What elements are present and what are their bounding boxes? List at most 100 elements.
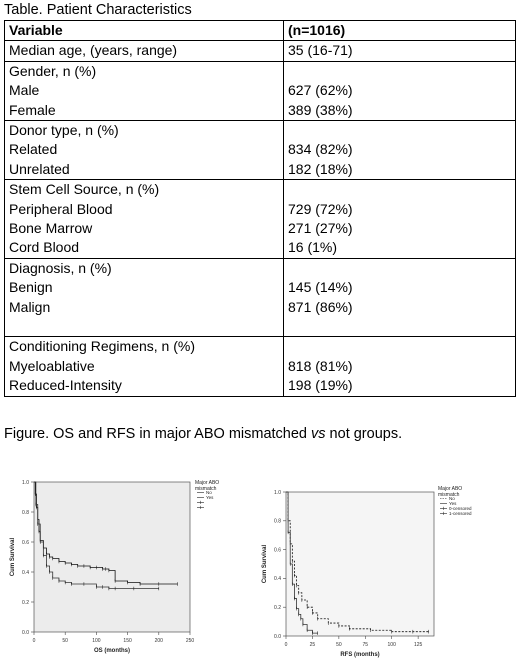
rfs-survival-chart: 0 25 50 75 100 125 0.0 0.2 0.4 0.6 0.8 1.0 RFS (mont… <box>262 486 472 658</box>
legend-item: No <box>206 490 212 495</box>
figure-caption: Figure. OS and RFS in major ABO mismatch… <box>4 426 402 443</box>
y-tick-label: 0.4 <box>274 576 281 582</box>
variable-label: Bone Marrow <box>9 220 93 237</box>
x-tick-label: 150 <box>123 638 132 644</box>
series-line-yes <box>34 481 159 589</box>
x-axis-label: RFS (months) <box>340 652 379 658</box>
variable-cell: Median age, (years, range) <box>4 40 284 62</box>
y-tick-label: 0.8 <box>22 510 29 516</box>
table-row: Stem Cell Source, n (%) Peripheral Blood B… <box>4 179 516 259</box>
variable-label: Reduced-Intensity <box>9 377 122 394</box>
variable-label: Stem Cell Source, n (%) <box>9 181 160 198</box>
x-tick-label: 0 <box>285 642 288 648</box>
y-tick-label: 0.0 <box>274 634 281 640</box>
table-row: Gender, n (%) Male Female 627 (62%) 389 (38%… <box>4 60 516 122</box>
x-tick-label: 100 <box>388 642 397 648</box>
legend-title: mismatch <box>195 486 217 492</box>
x-tick-label: 100 <box>92 638 101 644</box>
variable-cell: Diagnosis, n (%) Benign Malign <box>4 257 284 338</box>
value-text <box>288 180 511 199</box>
x-tick-label: 75 <box>363 642 369 648</box>
os-survival-chart: 0 50 100 150 200 250 0.0 0.2 0.4 0.6 0.8 1.0 OS (mon… <box>10 480 219 654</box>
figure-caption-em: vs <box>311 426 326 442</box>
table-row: Median age, (years, range) 35 (16-71) <box>4 40 516 62</box>
header-variable: Variable <box>4 19 284 42</box>
y-tick-label: 0.2 <box>22 600 29 606</box>
legend-item: Yes <box>206 495 214 500</box>
variable-label: Conditioning Regimens, n (%) <box>9 338 195 355</box>
value-text <box>288 317 511 336</box>
value-text: 145 (14%) <box>288 279 353 296</box>
y-tick-label: 0.6 <box>22 540 29 546</box>
value-text: 35 (16-71) <box>288 42 353 59</box>
variable-label: Peripheral Blood <box>9 200 113 217</box>
variable-cell: Gender, n (%) Male Female <box>4 60 284 122</box>
value-text: 16 (1%) <box>288 239 338 256</box>
value-text: 834 (82%) <box>288 141 353 158</box>
x-tick-label: 200 <box>155 638 164 644</box>
variable-label: Malign <box>9 298 51 315</box>
legend-title: Major ABO <box>195 480 219 486</box>
value-text <box>288 62 511 81</box>
value-cell: 145 (14%) 871 (86%) <box>283 257 516 338</box>
table-row: Diagnosis, n (%) Benign Malign 145 (14%) 871… <box>4 257 516 338</box>
legend-item: No <box>449 496 455 501</box>
variable-label <box>9 317 279 336</box>
legend-item: Yes <box>449 501 457 506</box>
x-tick-label: 50 <box>62 638 68 644</box>
value-text: 818 (81%) <box>288 357 353 374</box>
table-caption: Table. Patient Characteristics <box>4 2 192 18</box>
figure-caption-text: Figure. OS and RFS in major ABO mismatch… <box>4 426 312 442</box>
value-text: 389 (38%) <box>288 101 353 118</box>
table-row: Conditioning Regimens, n (%) Myeloablativ… <box>4 336 516 397</box>
legend-item: 0-censored <box>449 506 472 511</box>
variable-label: Cord Blood <box>9 239 80 256</box>
plot-area <box>285 491 435 637</box>
legend-title: mismatch <box>438 492 460 498</box>
variable-cell: Stem Cell Source, n (%) Peripheral Blood B… <box>4 179 284 259</box>
value-cell: 627 (62%) 389 (38%) <box>283 60 516 122</box>
value-text <box>288 337 511 356</box>
series-line-no <box>286 491 429 633</box>
x-tick-label: 50 <box>336 642 342 648</box>
variable-label: Female <box>9 101 56 118</box>
y-tick-label: 0.0 <box>22 630 29 636</box>
x-tick-label: 25 <box>310 642 316 648</box>
variable-label: Related <box>9 141 58 158</box>
value-text: 729 (72%) <box>288 200 353 217</box>
figure-caption-text-end: not groups. <box>325 426 403 442</box>
variable-cell: Donor type, n (%) Related Unrelated <box>4 120 284 181</box>
y-tick-label: 0.8 <box>274 519 281 525</box>
value-text <box>288 121 511 140</box>
x-tick-label: 125 <box>414 642 423 648</box>
y-axis-label: Cum Survival <box>10 538 16 577</box>
value-text <box>288 259 511 278</box>
legend-item: 1-censored <box>449 511 472 516</box>
variable-label: Male <box>9 82 40 99</box>
y-tick-label: 0.4 <box>22 570 29 576</box>
y-tick-label: 1.0 <box>274 490 281 496</box>
variable-label: Benign <box>9 279 53 296</box>
value-text: 627 (62%) <box>288 82 353 99</box>
value-text: 871 (86%) <box>288 298 353 315</box>
x-tick-label: 250 <box>186 638 195 644</box>
x-tick-label: 0 <box>33 638 36 644</box>
variable-label: Myeloablative <box>9 357 95 374</box>
value-text: 182 (18%) <box>288 160 353 177</box>
variable-label: Gender, n (%) <box>9 62 97 79</box>
value-cell: 834 (82%) 182 (18%) <box>283 120 516 181</box>
y-axis-label: Cum Survival <box>262 545 268 584</box>
y-tick-label: 0.2 <box>274 605 281 611</box>
value-cell: 35 (16-71) <box>283 40 516 62</box>
value-cell: 729 (72%) 271 (27%) 16 (1%) <box>283 179 516 259</box>
series-line-yes <box>286 491 318 634</box>
table-header-row: Variable (n=1016) <box>4 19 516 42</box>
plot-area <box>33 481 191 633</box>
variable-label: Median age, (years, range) <box>9 42 178 59</box>
variable-cell: Conditioning Regimens, n (%) Myeloablativ… <box>4 336 284 397</box>
value-cell: 818 (81%) 198 (19%) <box>283 336 516 397</box>
variable-label: Unrelated <box>9 160 70 177</box>
variable-label: Diagnosis, n (%) <box>9 259 112 276</box>
x-axis-label: OS (months) <box>94 648 130 654</box>
patient-characteristics-table: Variable (n=1016) Median age, (years, ra… <box>4 19 516 397</box>
